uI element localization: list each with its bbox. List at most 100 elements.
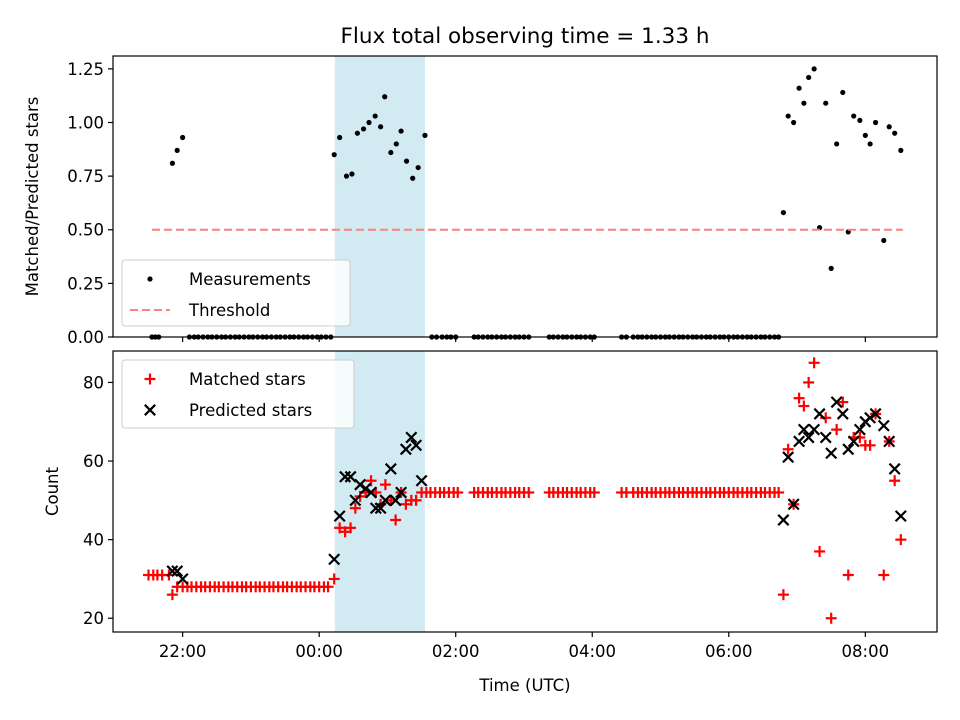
matched-star-point bbox=[864, 439, 876, 451]
measurement-point bbox=[410, 175, 416, 181]
predicted-star-point bbox=[808, 423, 821, 436]
matched-star-point bbox=[166, 589, 178, 601]
matched-star-point bbox=[808, 357, 820, 369]
measurement-point bbox=[823, 100, 829, 106]
measurement-point bbox=[857, 117, 863, 123]
measurement-point bbox=[378, 124, 384, 130]
bottom-plot-marks bbox=[142, 357, 907, 624]
bottom-x-axis-label: Time (UTC) bbox=[478, 676, 570, 695]
measurement-point bbox=[780, 209, 786, 216]
legend-handle-plus bbox=[144, 373, 156, 385]
measurement-point bbox=[862, 132, 868, 138]
predicted-star-point bbox=[836, 407, 849, 420]
top-x-ticks bbox=[182, 337, 866, 342]
measurement-point bbox=[398, 128, 404, 134]
matched-star-point bbox=[777, 589, 789, 601]
measurement-point bbox=[886, 124, 892, 130]
matched-star-point bbox=[803, 376, 815, 388]
x-tick-label: 06:00 bbox=[705, 642, 753, 661]
predicted-star-point bbox=[842, 443, 855, 456]
measurement-point bbox=[388, 149, 394, 156]
predicted-star-point bbox=[802, 431, 815, 444]
measurement-point bbox=[791, 119, 797, 126]
matched-star-point bbox=[825, 612, 837, 624]
predicted-star-point bbox=[830, 396, 843, 409]
measurement-point bbox=[840, 89, 846, 96]
measurement-point bbox=[180, 134, 186, 141]
measurement-point bbox=[354, 130, 361, 136]
legend-label: Matched stars bbox=[189, 370, 306, 389]
legend-handle-dot bbox=[147, 276, 153, 282]
matched-star-point bbox=[588, 486, 600, 498]
matched-star-point bbox=[831, 424, 843, 436]
predicted-star-point bbox=[349, 494, 362, 507]
measurement-point bbox=[422, 132, 428, 138]
measurement-point bbox=[867, 141, 873, 147]
predicted-star-point bbox=[365, 486, 378, 499]
matched-star-point bbox=[452, 486, 464, 498]
x-tick-label: 08:00 bbox=[842, 642, 890, 661]
y-tick-label: 20 bbox=[83, 609, 104, 628]
bottom-y-axis-label: Count bbox=[43, 466, 62, 516]
measurement-point bbox=[851, 113, 857, 119]
predicted-star-point bbox=[166, 565, 179, 578]
measurement-point bbox=[393, 141, 399, 147]
predicted-star-point bbox=[782, 451, 795, 464]
measurement-point bbox=[828, 265, 834, 271]
measurement-point bbox=[366, 119, 372, 126]
predicted-star-point bbox=[853, 423, 866, 436]
predicted-star-point bbox=[328, 553, 341, 566]
top-y-ticks: 0.00 0.25 0.50 0.75 1.00 1.25 bbox=[67, 60, 113, 347]
predicted-star-point bbox=[883, 435, 896, 448]
y-tick-label: 0.50 bbox=[67, 221, 104, 240]
predicted-star-point bbox=[888, 462, 901, 475]
legend-handle-x bbox=[144, 404, 156, 416]
bottom-x-ticks: 22:00 00:00 02:00 04:00 06:00 08:00 bbox=[159, 632, 889, 661]
matched-star-point bbox=[889, 475, 901, 487]
measurement-point bbox=[415, 164, 421, 171]
x-tick-label: 02:00 bbox=[432, 642, 480, 661]
matched-star-point bbox=[390, 514, 402, 526]
measurement-point bbox=[372, 113, 378, 119]
predicted-star-point bbox=[171, 565, 184, 578]
matched-star-point bbox=[349, 502, 361, 514]
measurement-point bbox=[174, 147, 180, 153]
measurement-point bbox=[785, 113, 791, 119]
y-tick-label: 1.00 bbox=[67, 113, 104, 132]
y-tick-label: 40 bbox=[83, 531, 104, 550]
measurement-point bbox=[382, 94, 388, 100]
matched-star-point bbox=[379, 479, 391, 491]
measurement-point bbox=[801, 100, 807, 106]
matched-star-point bbox=[814, 545, 826, 557]
measurement-point bbox=[331, 152, 337, 158]
y-tick-label: 1.25 bbox=[67, 60, 104, 79]
top-y-axis-label: Matched/Predicted stars bbox=[23, 97, 42, 297]
predicted-star-point bbox=[410, 439, 423, 452]
y-tick-label: 0.00 bbox=[67, 328, 104, 347]
top-axes-frame bbox=[112, 55, 938, 338]
matched-star-point bbox=[773, 486, 785, 498]
legend-label: Threshold bbox=[188, 301, 270, 320]
matched-star-point bbox=[322, 581, 334, 593]
predicted-star-point bbox=[793, 435, 806, 448]
predicted-star-point bbox=[797, 423, 810, 436]
measurement-point bbox=[169, 160, 175, 166]
measurement-point bbox=[343, 173, 350, 179]
predicted-star-point bbox=[415, 474, 428, 487]
top-legend: Measurements Threshold bbox=[121, 259, 351, 327]
predicted-star-point bbox=[813, 407, 826, 420]
predicted-star-point bbox=[869, 407, 882, 420]
measurement-point bbox=[806, 74, 812, 81]
predicted-star-point bbox=[777, 514, 790, 526]
predicted-star-point bbox=[176, 572, 189, 585]
x-tick-label: 22:00 bbox=[159, 642, 207, 661]
matched-star-point bbox=[782, 443, 794, 455]
top-panel: 0.00 0.25 0.50 0.75 1.00 1.25 Matched/Predict… bbox=[23, 55, 938, 347]
matched-star-point bbox=[410, 494, 422, 506]
matched-star-point bbox=[837, 396, 849, 408]
matched-star-point bbox=[328, 573, 340, 585]
predicted-star-point bbox=[379, 494, 392, 507]
bottom-legend-box bbox=[121, 359, 355, 429]
matched-star-point bbox=[842, 569, 854, 581]
